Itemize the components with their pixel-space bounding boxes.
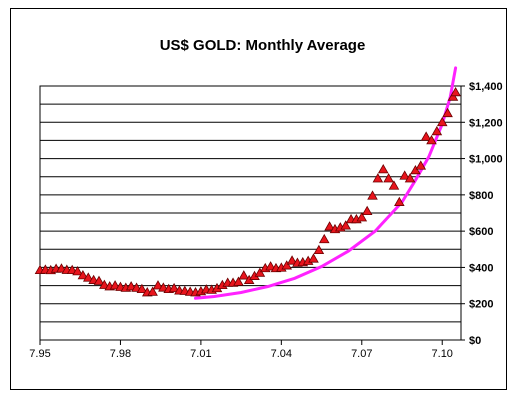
data-point-marker [410,164,421,175]
y-tick-label: $400 [469,262,493,274]
data-point-marker [308,253,319,263]
y-tick-label: $200 [469,299,493,311]
data-point-marker [431,125,443,136]
data-point-marker [286,255,298,265]
x-tick-label: 7.98 [110,348,131,360]
y-tick-label: $1,200 [469,117,503,129]
data-point-marker [377,164,389,174]
data-point-marker [394,196,405,206]
data-point-marker [399,170,410,180]
chart-frame [10,8,507,390]
x-tick-label: 7.07 [351,348,372,360]
data-point-marker [152,280,164,290]
data-point-marker [356,212,368,222]
data-point-marker [388,180,400,190]
data-point-marker [361,205,373,216]
data-point-marker [447,91,459,101]
data-point-marker [436,116,448,127]
data-points [34,86,461,297]
data-point-marker [82,272,94,282]
data-point-marker [426,135,437,145]
data-point-marker [93,275,105,285]
data-point-marker [313,244,325,255]
data-point-marker [450,86,461,97]
trend-curve [194,66,458,300]
data-point-marker [238,270,250,280]
x-axis-ticks: 7.95 7.98 7.01 7.04 7.07 7.10 [29,340,453,360]
chart-title: US$ GOLD: Monthly Average [159,37,366,54]
trend-curve-layer [194,66,458,300]
data-point-marker [367,190,378,200]
data-point-marker [233,276,244,286]
data-point-marker [442,107,453,118]
x-tick-label: 7.01 [190,348,211,360]
data-point-marker [404,173,416,183]
data-point-marker [318,233,330,244]
data-point-marker [254,267,266,277]
y-axis-ticks: $0 $200 $400 $600 $800 $1,000 $1,200 $1,400 [461,81,503,347]
data-point-marker [136,283,148,294]
y-tick-label: $1,400 [469,81,503,93]
y-tick-label: $1,000 [469,154,503,166]
data-point-marker [265,261,276,271]
data-point-marker [72,266,83,276]
data-point-marker [372,173,384,183]
data-point-marker [415,160,427,170]
data-point-marker [281,260,292,270]
y-tick-label: $0 [469,335,481,347]
x-tick-label: 7.10 [432,348,453,360]
plot-area [39,85,462,341]
y-tick-label: $800 [469,190,493,202]
y-tick-label: $600 [469,226,493,238]
data-point-marker [420,131,432,141]
data-point-marker [168,282,180,293]
x-tick-label: 7.95 [29,348,50,360]
data-point-marker [324,221,335,231]
x-tick-label: 7.04 [271,348,292,360]
data-point-marker [77,270,89,280]
data-point-marker [147,286,158,296]
data-point-marker [340,220,351,230]
data-point-marker [383,173,394,183]
